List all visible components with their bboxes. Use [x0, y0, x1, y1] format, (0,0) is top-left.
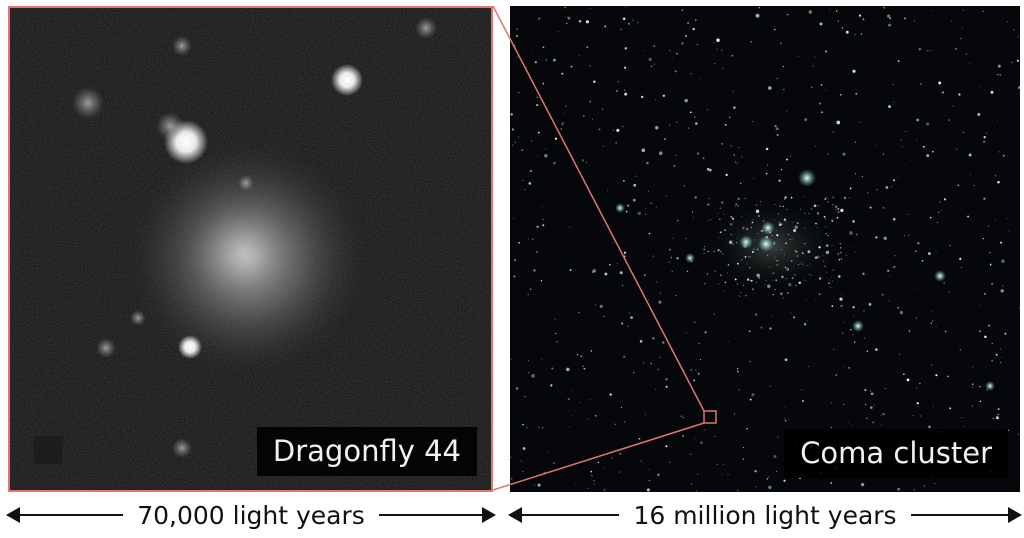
right-arrow-icon: [378, 507, 497, 523]
coma-cluster-photo: [510, 6, 1020, 492]
coma-cluster-caption: Coma cluster: [784, 428, 1008, 478]
right-scale-label: 16 million light years: [633, 500, 897, 530]
right-scale-bar: 16 million light years: [507, 493, 1023, 537]
right-arrow-icon: [910, 507, 1023, 523]
dragonfly-44-image: Dragonfly 44: [8, 6, 493, 492]
dragonfly-44-caption: Dragonfly 44: [256, 426, 477, 476]
dragonfly-44-photo: [10, 8, 491, 490]
left-arrow-icon: [5, 507, 124, 523]
left-arrow-icon: [507, 507, 620, 523]
coma-cluster-image: Coma cluster: [510, 6, 1020, 492]
left-scale-bar: 70,000 light years: [5, 493, 497, 537]
left-scale-label: 70,000 light years: [137, 500, 365, 530]
